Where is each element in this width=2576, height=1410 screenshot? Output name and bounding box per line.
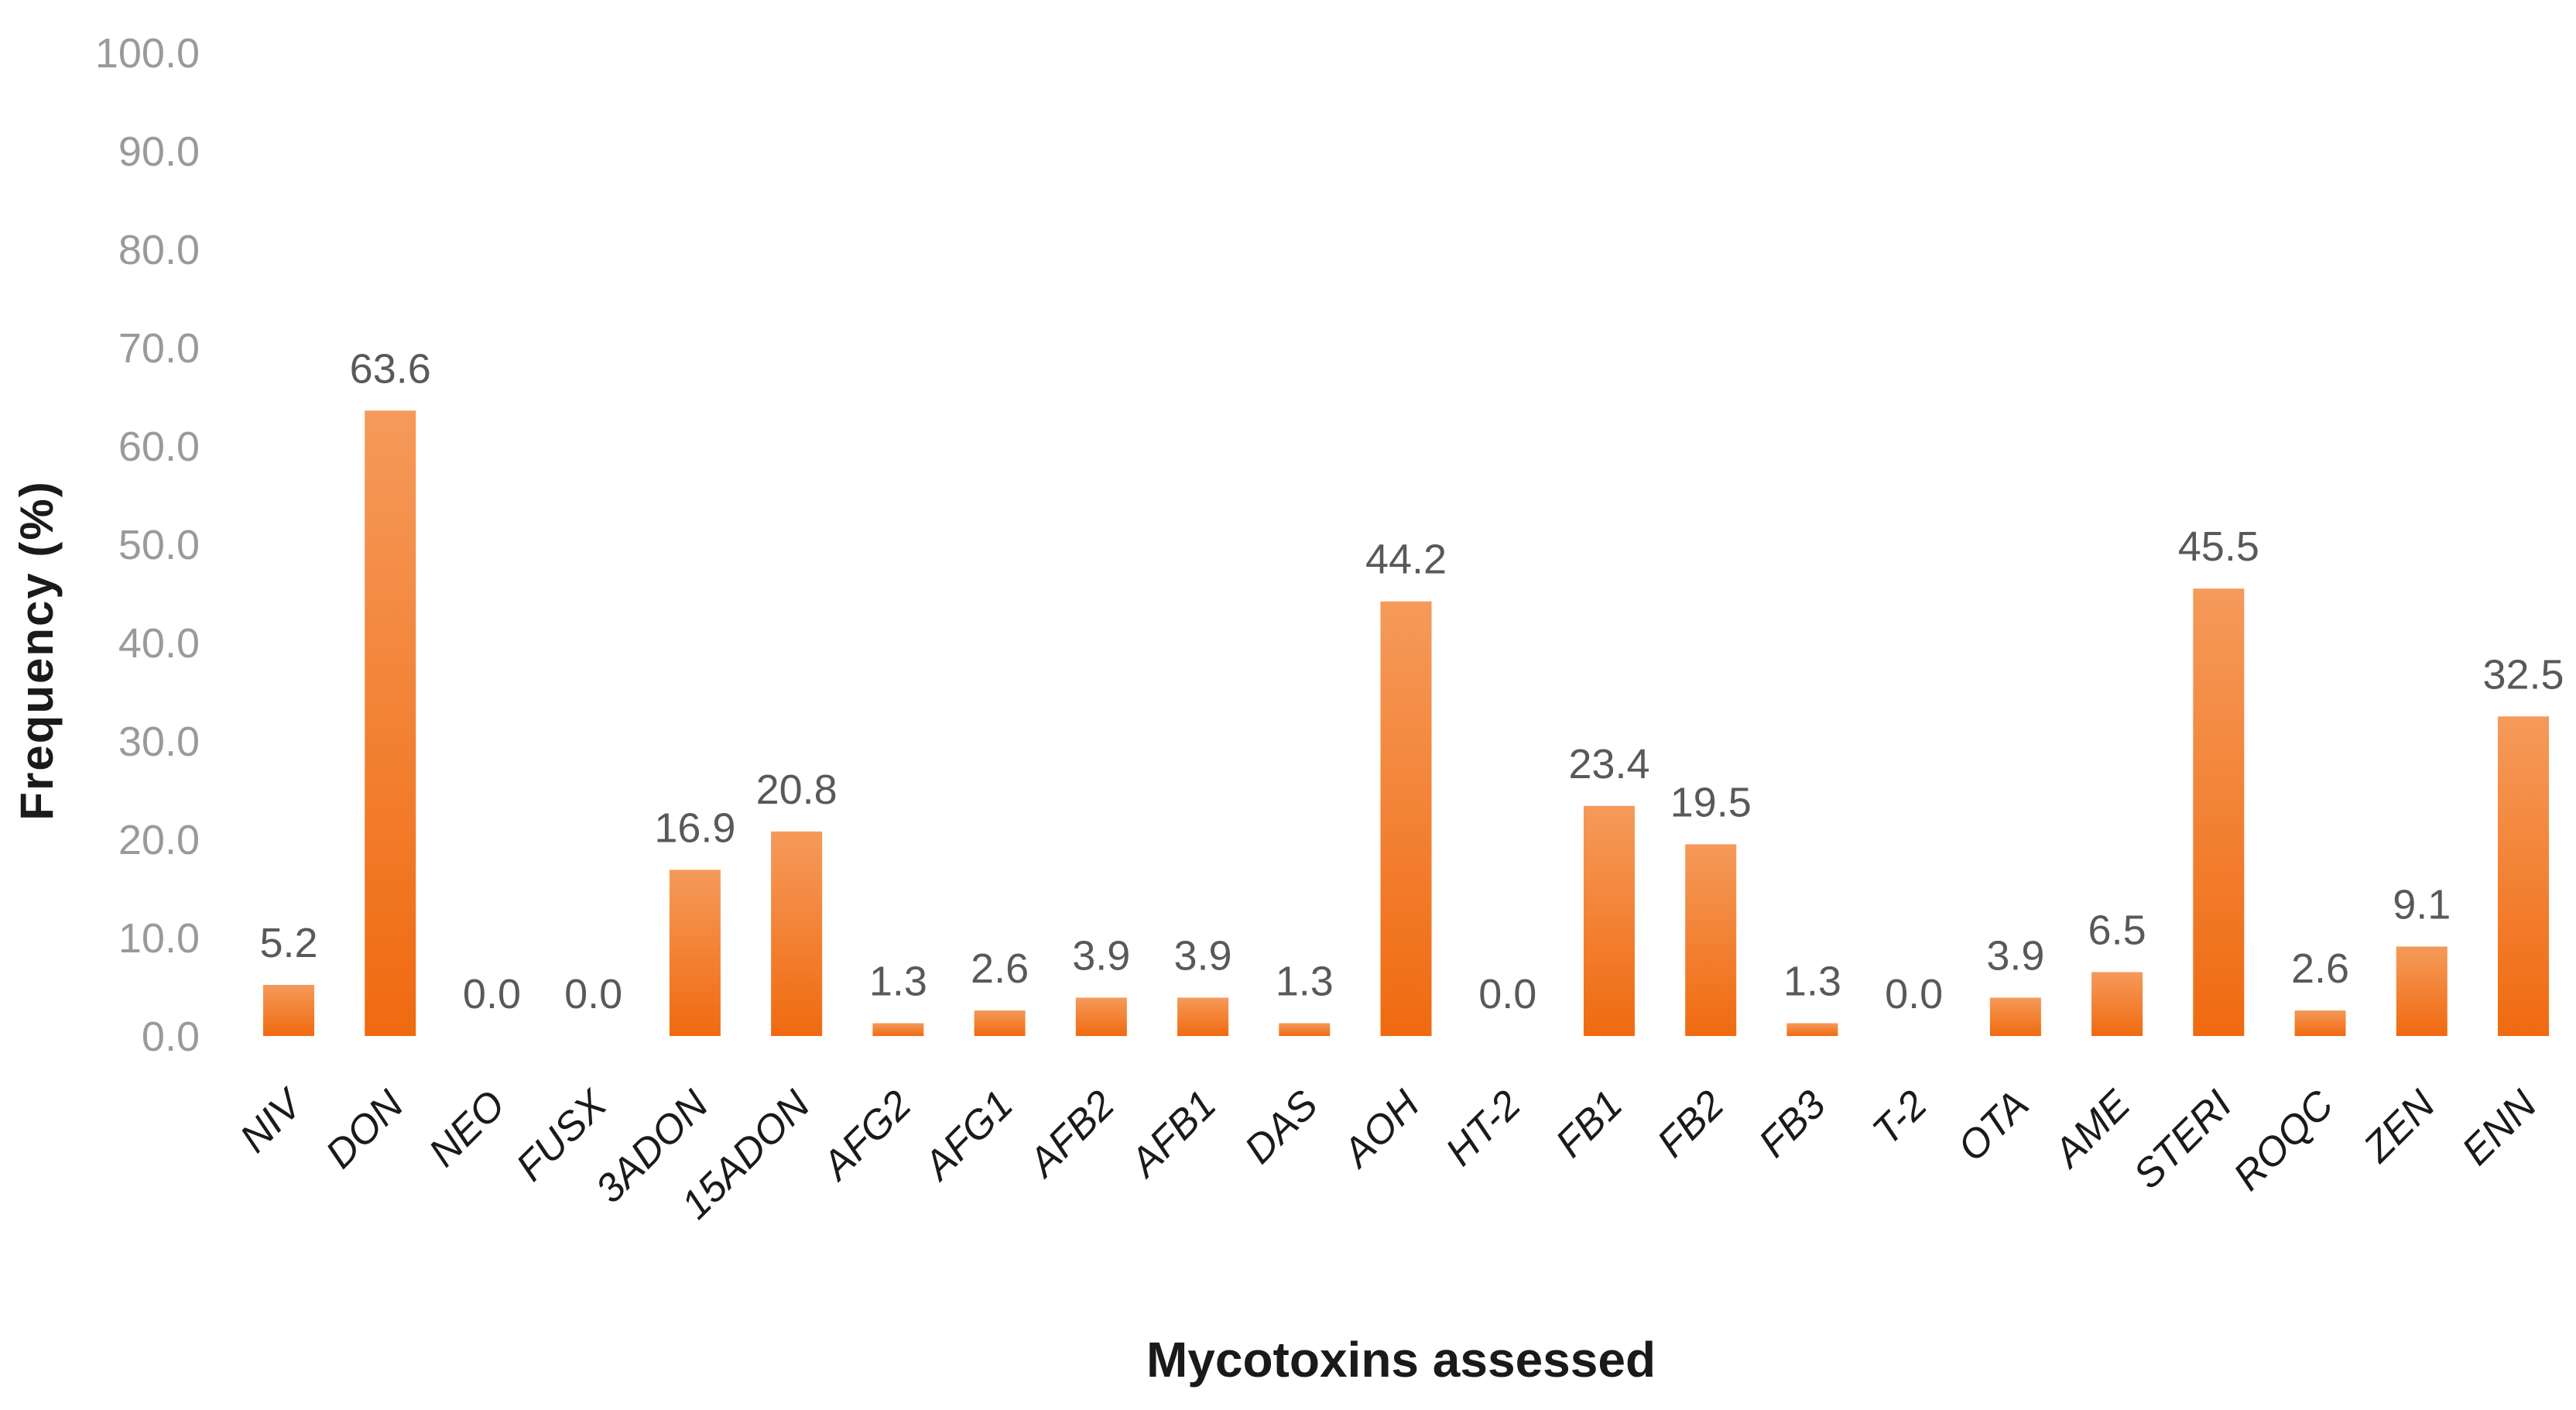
x-axis-labels: NIV DON NEOFUSX3ADON15ADONAFG2AFG1AFB2AFB1… bbox=[231, 1079, 2546, 1227]
y-tick-label: 30.0 bbox=[118, 719, 200, 765]
data-label-fb2: 19.5 bbox=[1670, 779, 1752, 825]
category-label-aoh: AOH bbox=[1333, 1082, 1428, 1177]
bar-enn bbox=[2498, 716, 2549, 1036]
category-label-fb2: FB2 bbox=[1649, 1082, 1733, 1166]
bar-afg2 bbox=[872, 1023, 924, 1036]
data-label-afg2: 1.3 bbox=[869, 958, 927, 1004]
y-tick-label: 70.0 bbox=[118, 325, 200, 372]
category-label-roqc: ROQC bbox=[2225, 1082, 2343, 1199]
y-tick-label: 50.0 bbox=[118, 522, 200, 568]
category-label-fb3: FB3 bbox=[1750, 1082, 1834, 1166]
bar-ame bbox=[2091, 972, 2143, 1036]
category-label-neo: NEO bbox=[420, 1082, 514, 1175]
category-label-ame: AME bbox=[2044, 1082, 2140, 1178]
bar-niv bbox=[263, 984, 314, 1036]
y-tick-label: 80.0 bbox=[118, 227, 200, 273]
category-label-fb1: FB1 bbox=[1547, 1082, 1631, 1165]
bar-roqc bbox=[2294, 1010, 2346, 1036]
bar-afg1 bbox=[974, 1010, 1026, 1036]
data-label-niv: 5.2 bbox=[259, 920, 317, 966]
category-label-zen: ZEN bbox=[2354, 1082, 2444, 1172]
bar-das bbox=[1279, 1023, 1331, 1036]
y-tick-label: 90.0 bbox=[118, 129, 200, 175]
category-label-afg1: AFG1 bbox=[914, 1082, 1022, 1189]
data-label-fb3: 1.3 bbox=[1783, 958, 1841, 1004]
data-label-afb1: 3.9 bbox=[1174, 932, 1232, 979]
y-tick-label: 40.0 bbox=[118, 620, 200, 667]
data-label-aoh: 44.2 bbox=[1365, 537, 1447, 583]
data-label-3adon: 16.9 bbox=[654, 804, 735, 851]
category-label-steri: STERI bbox=[2126, 1082, 2241, 1197]
data-labels: 5.2 63.6 0.0 0.0 16.9 20.8 1.3 2.6 3.9 3.9 1.3 44.2… bbox=[259, 345, 2564, 1017]
category-label-t-2: T-2 bbox=[1864, 1082, 1936, 1154]
bar-15adon bbox=[771, 831, 823, 1036]
y-axis-ticks: 0.0 10.0 20.0 30.0 40.0 50.0 60.0 70.0 80.0 90.0 1… bbox=[95, 30, 200, 1060]
y-tick-label: 0.0 bbox=[142, 1014, 200, 1060]
bar-fb2 bbox=[1685, 844, 1737, 1036]
category-label-ota: OTA bbox=[1949, 1082, 2037, 1170]
bar-ota bbox=[1989, 997, 2041, 1036]
data-label-afb2: 3.9 bbox=[1072, 932, 1130, 979]
data-label-zen: 9.1 bbox=[2393, 881, 2451, 928]
y-tick-label: 100.0 bbox=[95, 30, 200, 77]
data-label-15adon: 20.8 bbox=[756, 767, 838, 813]
category-label-afb2: AFB2 bbox=[1019, 1082, 1123, 1186]
category-label-niv: NIV bbox=[231, 1079, 313, 1161]
data-label-fb1: 23.4 bbox=[1568, 741, 1649, 787]
bar-afb1 bbox=[1177, 997, 1229, 1036]
data-label-t-2: 0.0 bbox=[1885, 971, 1943, 1017]
category-label-afg2: AFG2 bbox=[813, 1082, 920, 1189]
category-label-das: DAS bbox=[1236, 1082, 1327, 1172]
y-tick-label: 60.0 bbox=[118, 424, 200, 470]
data-label-afg1: 2.6 bbox=[971, 945, 1029, 992]
bar-steri bbox=[2193, 588, 2245, 1036]
data-label-neo: 0.0 bbox=[463, 971, 521, 1017]
data-label-das: 1.3 bbox=[1276, 958, 1334, 1004]
y-tick-label: 10.0 bbox=[118, 915, 200, 962]
data-label-don: 63.6 bbox=[350, 345, 431, 392]
bar-3adon bbox=[669, 870, 721, 1036]
y-axis-title: Frequency (%) bbox=[11, 480, 63, 820]
category-label-don: DON bbox=[317, 1082, 413, 1177]
category-label-enn: ENN bbox=[2454, 1082, 2546, 1174]
data-label-enn: 32.5 bbox=[2482, 651, 2564, 698]
data-label-ame: 6.5 bbox=[2088, 907, 2146, 953]
data-label-fusx: 0.0 bbox=[564, 971, 622, 1017]
bar-aoh bbox=[1380, 601, 1432, 1036]
bar-fb3 bbox=[1786, 1023, 1838, 1036]
bar-afb2 bbox=[1075, 997, 1127, 1036]
bars bbox=[263, 410, 2549, 1036]
category-label-ht-2: HT-2 bbox=[1437, 1082, 1530, 1174]
data-label-ota: 3.9 bbox=[1986, 932, 2044, 979]
data-label-roqc: 2.6 bbox=[2291, 945, 2349, 992]
y-tick-label: 20.0 bbox=[118, 817, 200, 863]
category-label-afb1: AFB1 bbox=[1120, 1082, 1225, 1186]
bar-zen bbox=[2396, 946, 2448, 1036]
data-label-ht-2: 0.0 bbox=[1478, 971, 1536, 1017]
x-axis-title: Mycotoxins assessed bbox=[1146, 1332, 1656, 1388]
bar-don bbox=[365, 410, 416, 1036]
data-label-steri: 45.5 bbox=[2178, 523, 2259, 570]
bar-fb1 bbox=[1583, 805, 1635, 1036]
